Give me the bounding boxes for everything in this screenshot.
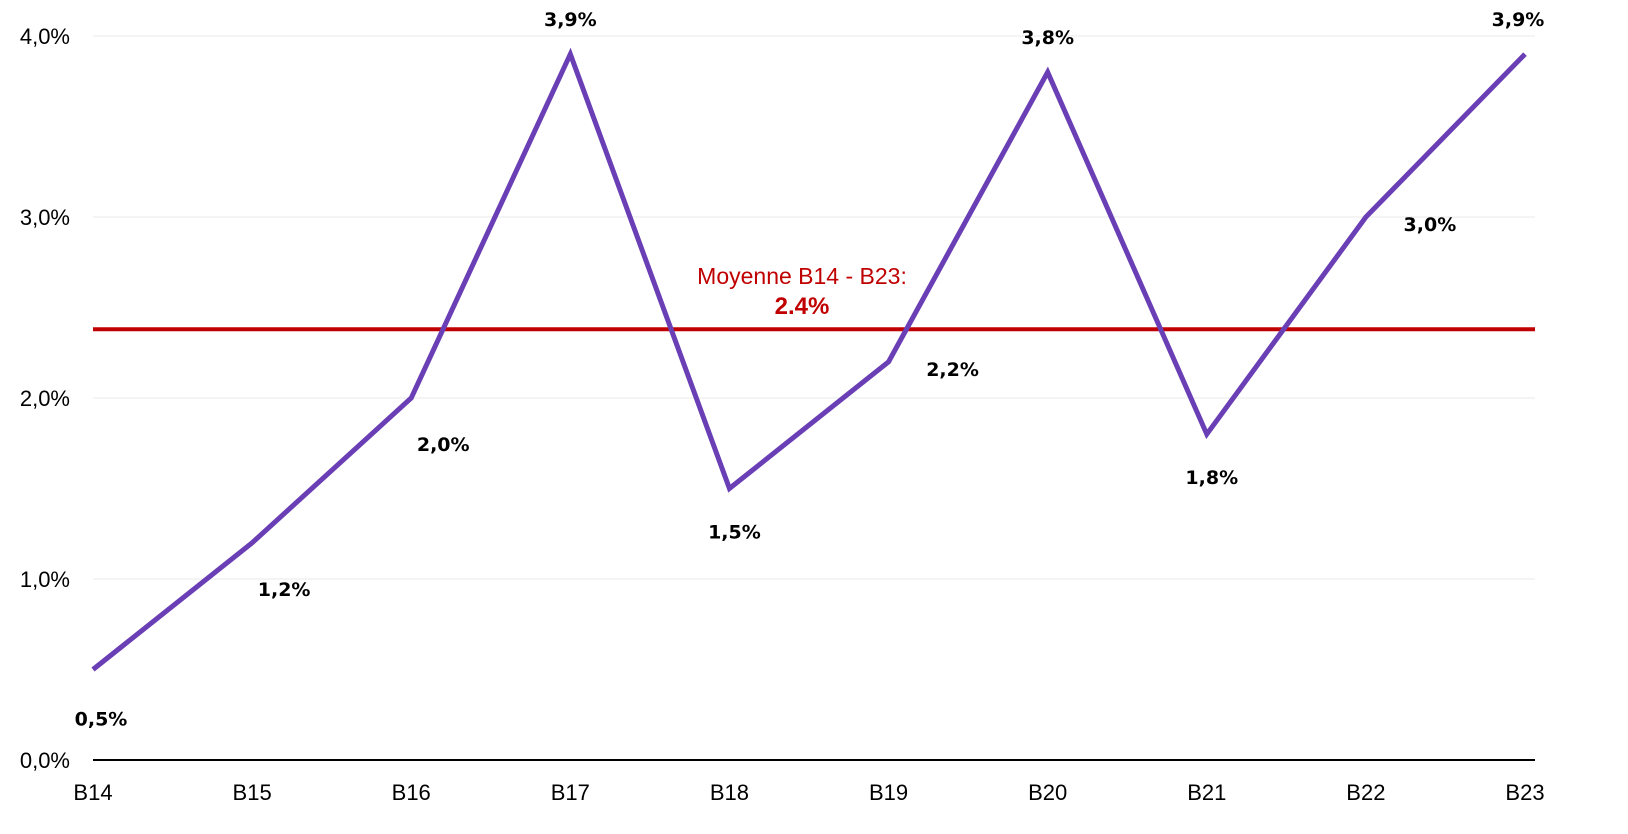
data-label: 3,0% [1404, 214, 1457, 236]
x-tick-label: B17 [551, 780, 590, 805]
x-tick-label: B19 [869, 780, 908, 805]
x-axis-tick-labels: B14 B15 B16 B17 B18 B19 B20 B21 B22 B23 [73, 780, 1544, 805]
data-label: 3,9% [544, 9, 597, 31]
data-label: 0,5% [75, 709, 128, 731]
y-tick-label: 2,0% [20, 386, 70, 411]
data-label: 1,8% [1185, 467, 1238, 489]
data-labels: 0,5% 1,2% 2,0% 3,9% 1,5% 2,2% 3,8% 1,8% 3,0% 3,9% [75, 9, 1545, 730]
data-label: 1,2% [258, 579, 311, 601]
gridlines [93, 35, 1535, 580]
data-label: 1,5% [708, 522, 761, 544]
x-tick-label: B16 [392, 780, 431, 805]
data-label: 3,9% [1492, 9, 1545, 31]
y-tick-label: 1,0% [20, 567, 70, 592]
x-tick-label: B23 [1505, 780, 1544, 805]
y-tick-label: 3,0% [20, 205, 70, 230]
x-tick-label: B21 [1187, 780, 1226, 805]
data-label: 2,2% [926, 359, 979, 381]
average-line-value: 2.4% [775, 293, 830, 320]
x-tick-label: B18 [710, 780, 749, 805]
y-tick-label: 4,0% [20, 24, 70, 49]
x-tick-label: B22 [1346, 780, 1385, 805]
average-line-label: Moyenne B14 - B23: [697, 263, 907, 289]
y-tick-label: 0,0% [20, 748, 70, 773]
x-tick-label: B20 [1028, 780, 1067, 805]
data-label: 3,8% [1021, 27, 1074, 49]
x-tick-label: B15 [233, 780, 272, 805]
x-tick-label: B14 [73, 780, 112, 805]
series-line [91, 47, 1527, 672]
y-axis-tick-labels: 0,0% 1,0% 2,0% 3,0% 4,0% [20, 24, 70, 773]
series-line-group [91, 47, 1527, 672]
data-label: 2,0% [417, 434, 470, 456]
